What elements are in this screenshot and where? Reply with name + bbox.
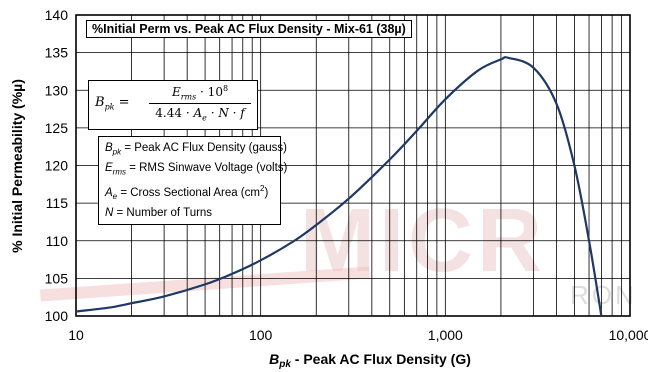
x-tick-label: 10,000 [609, 327, 648, 343]
legend-row-bpk: Bpk = Peak AC Flux Density (gauss) [105, 142, 287, 157]
y-tick-label: 100 [45, 308, 69, 324]
y-axis-title: % Initial Permeability (%µ) [9, 79, 25, 253]
legend-row-ae: Ae = Cross Sectional Area (cm2) [105, 183, 269, 201]
y-tick-label: 110 [46, 233, 69, 249]
formula-lhs: Bpk = [95, 95, 130, 112]
y-tick-label: 105 [45, 270, 69, 286]
formula-numerator: Erms · 108 [171, 84, 229, 102]
variable-legend: Bpk = Peak AC Flux Density (gauss) Erms … [98, 136, 288, 225]
y-tick-label: 120 [45, 158, 69, 174]
y-tick-label: 130 [45, 82, 69, 98]
x-tick-label: 100 [249, 327, 273, 343]
formula-denominator: 4.44 · Ae · N · f [155, 106, 245, 123]
formula-bar [149, 103, 251, 105]
y-tick-label: 115 [46, 195, 69, 211]
x-tick-label: 10 [68, 327, 84, 343]
formula-box: Bpk = Erms · 108 4.44 · Ae · N · f [88, 80, 258, 130]
y-tick-label: 140 [45, 7, 69, 23]
curve-layer [75, 56, 603, 317]
chart-title: %Initial Perm vs. Peak AC Flux Density -… [86, 20, 412, 38]
series-line-permeability [75, 56, 603, 317]
legend-row-erms: Erms = RMS Sinwave Voltage (volts) [105, 162, 288, 177]
x-axis-title: Bpk - Peak AC Flux Density (G) [269, 351, 471, 370]
y-tick-label: 135 [45, 45, 69, 61]
formula-fraction: Erms · 108 4.44 · Ae · N · f [149, 84, 251, 123]
tick-layer: 100 105 110 115 120 125 130 135 140 10 100 1,000 10,… [45, 7, 648, 343]
legend-row-n: N = Number of Turns [105, 206, 213, 219]
plot-border [75, 14, 631, 317]
x-tick-label: 1,000 [428, 327, 463, 343]
watermark-subtext: RON [570, 280, 637, 310]
y-tick-label: 125 [45, 120, 69, 136]
